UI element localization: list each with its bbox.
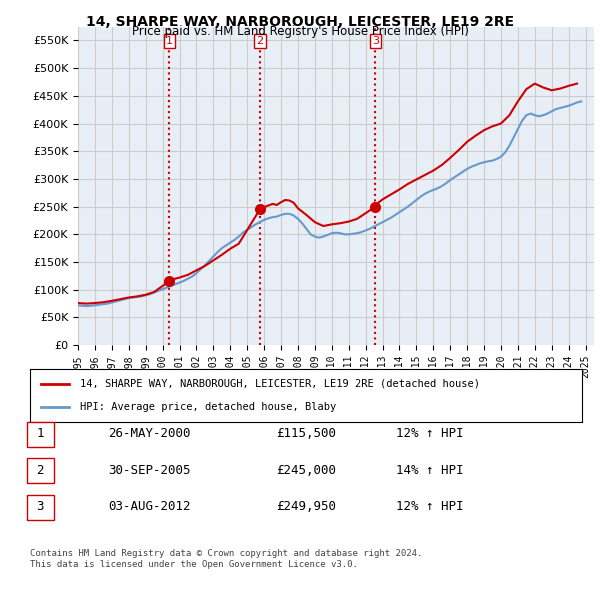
Text: 26-MAY-2000: 26-MAY-2000	[108, 427, 191, 440]
Text: 2: 2	[37, 464, 44, 477]
Text: 3: 3	[37, 500, 44, 513]
FancyBboxPatch shape	[27, 495, 54, 520]
Text: 3: 3	[372, 36, 379, 46]
Text: Contains HM Land Registry data © Crown copyright and database right 2024.
This d: Contains HM Land Registry data © Crown c…	[30, 549, 422, 569]
Text: 1: 1	[166, 36, 173, 46]
Text: £115,500: £115,500	[276, 427, 336, 440]
FancyBboxPatch shape	[27, 422, 54, 447]
Text: £245,000: £245,000	[276, 464, 336, 477]
Text: £249,950: £249,950	[276, 500, 336, 513]
Text: Price paid vs. HM Land Registry's House Price Index (HPI): Price paid vs. HM Land Registry's House …	[131, 25, 469, 38]
Text: 14% ↑ HPI: 14% ↑ HPI	[396, 464, 464, 477]
FancyBboxPatch shape	[27, 458, 54, 483]
Text: 2: 2	[256, 36, 263, 46]
Text: 14, SHARPE WAY, NARBOROUGH, LEICESTER, LE19 2RE (detached house): 14, SHARPE WAY, NARBOROUGH, LEICESTER, L…	[80, 379, 479, 389]
Text: HPI: Average price, detached house, Blaby: HPI: Average price, detached house, Blab…	[80, 402, 336, 412]
Text: 12% ↑ HPI: 12% ↑ HPI	[396, 500, 464, 513]
Text: 1: 1	[37, 427, 44, 440]
Text: 14, SHARPE WAY, NARBOROUGH, LEICESTER, LE19 2RE: 14, SHARPE WAY, NARBOROUGH, LEICESTER, L…	[86, 15, 514, 29]
Text: 30-SEP-2005: 30-SEP-2005	[108, 464, 191, 477]
Text: 03-AUG-2012: 03-AUG-2012	[108, 500, 191, 513]
Text: 12% ↑ HPI: 12% ↑ HPI	[396, 427, 464, 440]
